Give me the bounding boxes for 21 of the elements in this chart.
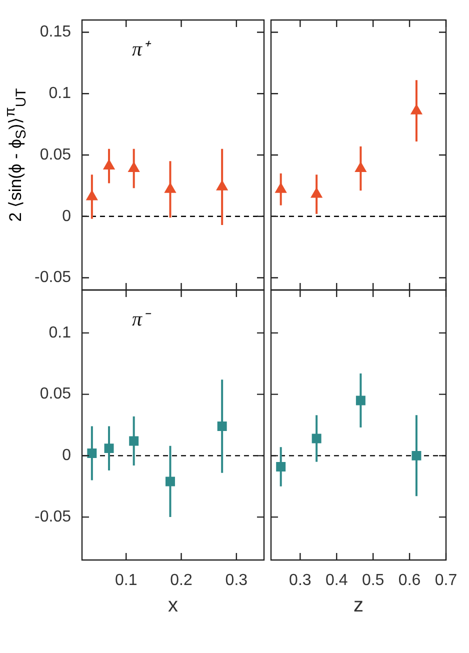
x-tick-label: 0.5 bbox=[362, 572, 384, 590]
y-tick-label: 0 bbox=[62, 447, 72, 464]
y-tick-label: 0.05 bbox=[40, 146, 72, 164]
x-axis-title: z bbox=[354, 594, 364, 617]
x-tick-label: 0.4 bbox=[326, 572, 348, 590]
y-tick-label: 0 bbox=[62, 208, 72, 225]
y-tick-label: 0.1 bbox=[48, 85, 72, 102]
y-tick-label: 0.15 bbox=[40, 24, 72, 41]
x-tick-label: 0.3 bbox=[225, 572, 248, 590]
y-tick-label: 0.05 bbox=[40, 386, 72, 403]
y-tick-label: -0.05 bbox=[34, 508, 72, 526]
y-tick-label: 0.1 bbox=[48, 324, 72, 342]
x-tick-label: 0.2 bbox=[170, 572, 192, 590]
x-tick-label: 0.1 bbox=[114, 572, 138, 590]
x-tick-label: 0.3 bbox=[289, 572, 312, 590]
x-tick-label: 0.7 bbox=[434, 572, 458, 590]
y-tick-label: -0.05 bbox=[34, 269, 72, 286]
x-axis-title: x bbox=[168, 594, 178, 617]
annotation: π⁺ bbox=[132, 38, 152, 60]
annotation: π⁻ bbox=[132, 308, 152, 330]
x-tick-label: 0.6 bbox=[398, 572, 421, 590]
